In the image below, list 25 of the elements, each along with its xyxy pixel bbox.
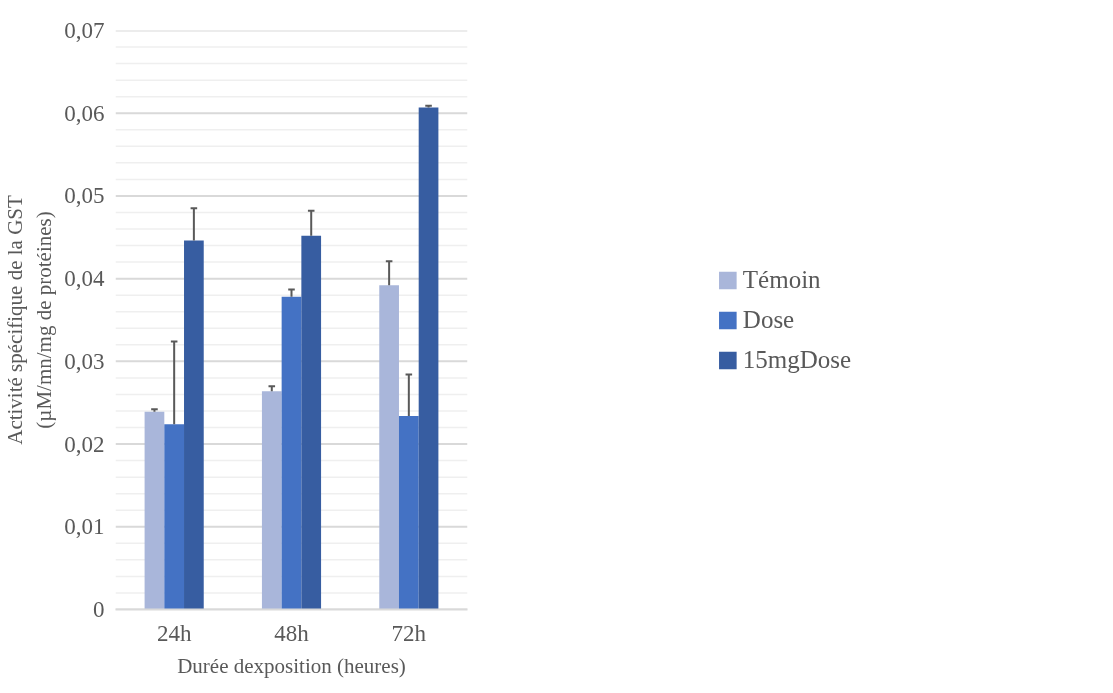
y-tick-label: 0,01 [64, 514, 105, 540]
x-tick-label: 24h [156, 620, 192, 646]
bar [281, 296, 302, 610]
legend-label: Témoin [742, 265, 821, 294]
x-tick-label: 48h [274, 620, 310, 646]
y-tick-label: 0 [93, 597, 105, 622]
bar [379, 285, 399, 610]
y-tick-label: 0,07 [64, 18, 105, 43]
bar [144, 411, 165, 610]
bar [398, 415, 419, 610]
x-tick-label: 72h [391, 620, 427, 646]
bar [164, 424, 185, 610]
bar [301, 235, 322, 610]
y-tick-label: 0,02 [64, 431, 105, 457]
bar [418, 107, 439, 610]
x-axis-title: Durée dexposition (heures) [177, 653, 406, 678]
y-axis-title: Activité spécifique de la GST (µM/mn/mg de protéines) [3, 195, 57, 445]
legend-label: Dose [742, 305, 795, 334]
bar [184, 240, 204, 610]
y-tick-label: 0,05 [64, 183, 105, 209]
y-tick-label: 0,03 [64, 348, 105, 374]
y-tick-label: 0,06 [64, 100, 105, 126]
legend-label: 15mgDose [742, 345, 852, 374]
bar [261, 391, 282, 610]
y-tick-label: 0,04 [64, 266, 105, 292]
